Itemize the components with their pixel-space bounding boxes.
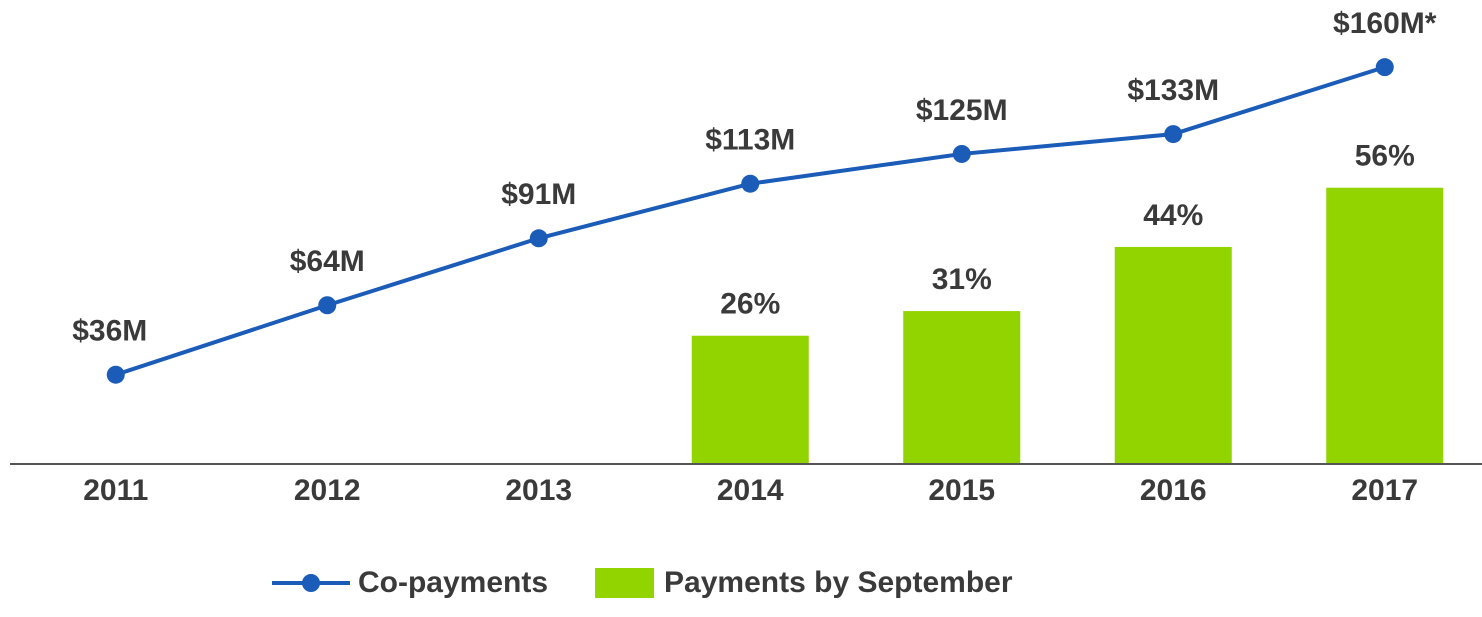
x-tick-label: 2012 bbox=[294, 474, 361, 507]
line-value-label: $64M bbox=[290, 245, 365, 278]
x-tick-label: 2016 bbox=[1140, 474, 1207, 507]
line-point bbox=[529, 229, 548, 248]
line-point bbox=[741, 174, 760, 193]
line-point bbox=[952, 144, 971, 163]
bar bbox=[903, 311, 1021, 464]
line-value-label: $133M bbox=[1127, 74, 1219, 107]
bar-value-label: 44% bbox=[1143, 199, 1203, 232]
x-tick-label: 2014 bbox=[717, 474, 784, 507]
bar-value-label: 56% bbox=[1355, 140, 1415, 173]
line-value-label: $36M bbox=[72, 315, 147, 348]
bar-value-label: 26% bbox=[720, 288, 780, 321]
legend-label: Co-payments bbox=[358, 566, 548, 599]
line-value-label: $160M* bbox=[1333, 7, 1437, 40]
bar bbox=[691, 335, 809, 464]
legend-marker bbox=[302, 574, 320, 592]
x-tick-label: 2013 bbox=[505, 474, 572, 507]
line-value-label: $125M bbox=[916, 94, 1008, 127]
line-point bbox=[318, 296, 337, 315]
bar bbox=[1114, 246, 1232, 464]
line-value-label: $113M bbox=[705, 124, 795, 157]
line-point bbox=[1375, 58, 1394, 77]
legend-swatch bbox=[595, 568, 655, 598]
x-tick-label: 2011 bbox=[83, 474, 148, 507]
legend-label: Payments by September bbox=[664, 566, 1013, 599]
line-point bbox=[1164, 125, 1183, 144]
bar bbox=[1326, 187, 1444, 464]
x-tick-label: 2017 bbox=[1351, 474, 1418, 507]
line-point bbox=[106, 365, 125, 384]
bar-value-label: 31% bbox=[932, 263, 992, 296]
x-tick-label: 2015 bbox=[928, 474, 995, 507]
line-value-label: $91M bbox=[501, 178, 576, 211]
